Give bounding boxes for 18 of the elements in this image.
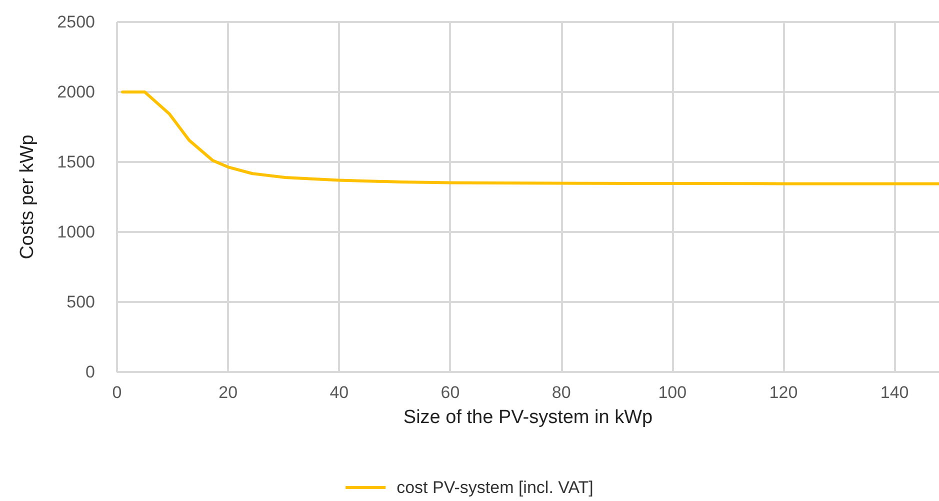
x-tick-label: 120 — [769, 383, 798, 402]
x-tick-label: 0 — [112, 383, 122, 402]
x-tick-label: 60 — [440, 383, 460, 402]
y-axis-title: Costs per kWp — [17, 134, 38, 260]
x-tick-label: 140 — [880, 383, 909, 402]
y-tick-label: 0 — [86, 362, 95, 382]
line-series — [121, 90, 939, 186]
x-tick-label: 100 — [658, 383, 687, 402]
y-tick-label: 500 — [66, 292, 95, 312]
y-tick-label: 1500 — [57, 152, 95, 172]
legend-label: cost PV-system [incl. VAT] — [396, 478, 594, 497]
y-tick-label: 2500 — [57, 12, 95, 32]
x-axis-title: Size of the PV-system in kWp — [403, 407, 653, 428]
y-tick-label: 1000 — [57, 222, 95, 242]
x-tick-label: 20 — [218, 383, 238, 402]
x-tick-label: 40 — [330, 383, 349, 402]
x-tick-label: 80 — [552, 383, 571, 402]
y-tick-label: 2000 — [57, 82, 95, 102]
